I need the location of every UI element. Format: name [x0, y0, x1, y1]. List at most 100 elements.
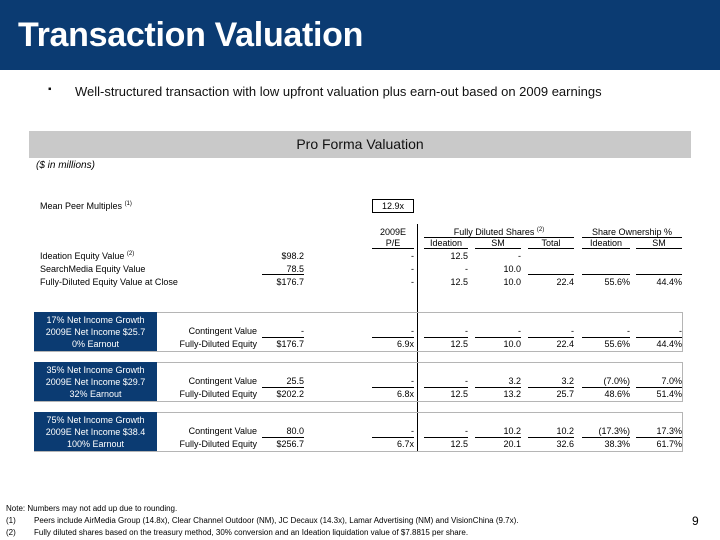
contingent-underline — [528, 337, 574, 338]
footnote-1-text: Peers include AirMedia Group (14.8x), Cl… — [34, 516, 519, 525]
cell-ideation: 12.5 — [450, 339, 468, 349]
cell-value: $176.7 — [276, 339, 304, 349]
cell-value: $98.2 — [281, 251, 304, 261]
cell-own-ideation: 55.6% — [604, 339, 630, 349]
cell-sm: 20.1 — [503, 439, 521, 449]
footnote-2-num: (2) — [6, 528, 16, 537]
scenario-label-line: 75% Net Income Growth — [46, 415, 145, 425]
row-label-fully-diluted-close: Fully-Diluted Equity Value at Close — [40, 277, 178, 287]
contingent-underline — [582, 437, 630, 438]
column-separator — [417, 224, 418, 452]
cell-value: $202.2 — [276, 389, 304, 399]
cell-pe: - — [411, 376, 414, 386]
footnote-intro: Note: Numbers may not add up due to roun… — [6, 504, 178, 513]
cell-value: 80.0 — [286, 426, 304, 436]
cell-ideation: - — [465, 326, 468, 336]
contingent-underline — [636, 387, 682, 388]
footnote-2-text: Fully diluted shares based on the treasu… — [34, 528, 469, 537]
total-underline — [528, 248, 574, 249]
col-sm: SM — [491, 238, 505, 248]
cell-pe: - — [411, 426, 414, 436]
scenario-label-box: 35% Net Income Growth 2009E Net Income $2… — [34, 362, 157, 401]
contingent-underline — [262, 387, 304, 388]
scenario-label-line: 100% Earnout — [66, 439, 125, 449]
cell-total: 10.2 — [556, 426, 574, 436]
cell-value: 25.5 — [286, 376, 304, 386]
cell-pe: 6.8x — [396, 389, 414, 399]
cell-ideation: 12.5 — [450, 389, 468, 399]
cell-own-ideation: 48.6% — [604, 389, 630, 399]
cell-own-ideation: 38.3% — [604, 439, 630, 449]
scenario-row-label: Contingent Value — [188, 426, 257, 436]
contingent-underline — [262, 437, 304, 438]
scenario-label-line: 35% Net Income Growth — [46, 365, 145, 375]
cell-total: 3.2 — [561, 376, 574, 386]
bullet-text: Well-structured transaction with low upf… — [75, 84, 602, 99]
contingent-underline — [262, 337, 304, 338]
cell-total: 25.7 — [556, 389, 574, 399]
mean-peer-value: 12.9x — [381, 201, 405, 211]
units-label: ($ in millions) — [36, 160, 95, 171]
cell-own-sm: 17.3% — [656, 426, 682, 436]
contingent-underline — [424, 437, 468, 438]
page-title: Transaction Valuation — [18, 16, 364, 54]
cell-pe: 6.9x — [396, 339, 414, 349]
own-sm-sum-line — [636, 274, 682, 275]
contingent-underline — [475, 387, 521, 388]
cell-total: 32.6 — [556, 439, 574, 449]
cell-value: $176.7 — [276, 277, 304, 287]
own-ideation-underline — [582, 248, 630, 249]
cell-own-sm: 7.0% — [661, 376, 682, 386]
own-sm-underline — [636, 248, 682, 249]
contingent-underline — [636, 337, 682, 338]
scenario-label-line: 2009E Net Income $38.4 — [45, 427, 146, 437]
cell-sm: 3.2 — [508, 376, 521, 386]
share-underline — [582, 237, 682, 238]
title-bar: Transaction Valuation — [0, 0, 720, 70]
cell-sm: - — [518, 251, 521, 261]
scenario-row-label: Fully-Diluted Equity — [179, 389, 257, 399]
cell-ideation: 12.5 — [450, 277, 468, 287]
own-ideation-sum-line — [582, 274, 630, 275]
cell-pe: - — [411, 264, 414, 274]
value-underline — [262, 274, 304, 275]
scenario-label-line: 2009E Net Income $25.7 — [45, 327, 146, 337]
cell-value: 78.5 — [286, 264, 304, 274]
cell-own-ideation: (7.0%) — [603, 376, 630, 386]
col-ideation: Ideation — [429, 238, 463, 248]
col-pe-top: 2009E — [379, 227, 407, 237]
cell-own-sm: 51.4% — [656, 389, 682, 399]
contingent-underline — [424, 337, 468, 338]
cell-sm: 10.0 — [503, 264, 521, 274]
cell-sm: 10.2 — [503, 426, 521, 436]
scenario-row-label: Contingent Value — [188, 326, 257, 336]
contingent-underline — [475, 337, 521, 338]
col-fds-group: Fully Diluted Shares (2) — [453, 227, 545, 237]
scenario-row-label: Contingent Value — [188, 376, 257, 386]
cell-pe: 6.7x — [396, 439, 414, 449]
col-pe-bottom: P/E — [385, 238, 401, 248]
scenario-row-label: Fully-Diluted Equity — [179, 439, 257, 449]
footnote-1-num: (1) — [6, 516, 16, 525]
cell-total: - — [571, 326, 574, 336]
row-label-ideation-equity: Ideation Equity Value (2) — [40, 251, 135, 261]
cell-total: 22.4 — [556, 277, 574, 287]
cell-ideation: 12.5 — [450, 439, 468, 449]
ideation-underline — [424, 248, 468, 249]
contingent-underline — [582, 387, 630, 388]
total-sum-line — [528, 274, 574, 275]
scenario-label-line: 2009E Net Income $29.7 — [45, 377, 146, 387]
col-total: Total — [541, 238, 561, 248]
cell-value: $256.7 — [276, 439, 304, 449]
cell-own-ideation: - — [627, 326, 630, 336]
contingent-underline — [424, 387, 468, 388]
cell-ideation: - — [465, 426, 468, 436]
scenario-label-line: 32% Earnout — [69, 389, 122, 399]
pe-underline — [372, 248, 414, 249]
cell-ideation: 12.5 — [450, 251, 468, 261]
contingent-underline — [528, 387, 574, 388]
contingent-underline — [475, 437, 521, 438]
cell-ideation: - — [465, 376, 468, 386]
cell-sm: - — [518, 326, 521, 336]
cell-own-ideation: 55.6% — [604, 277, 630, 287]
